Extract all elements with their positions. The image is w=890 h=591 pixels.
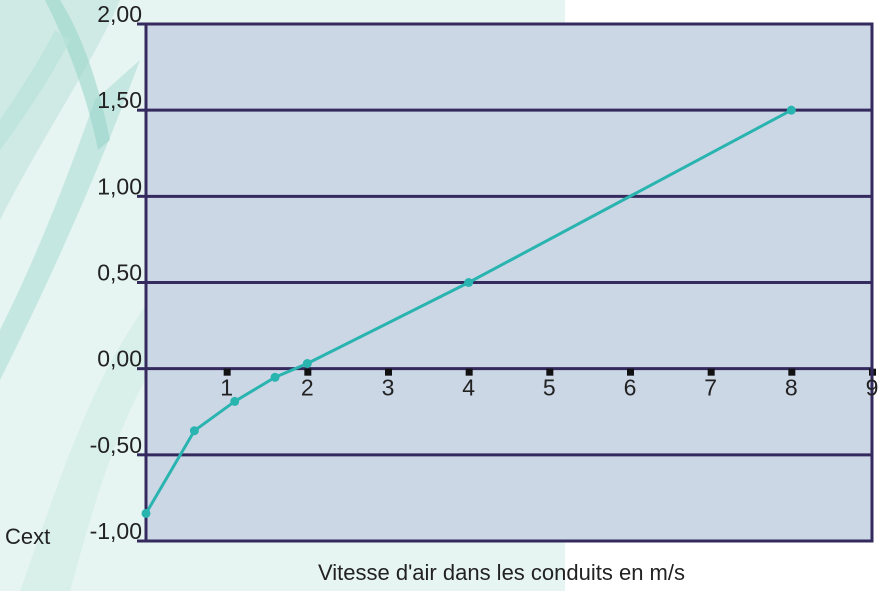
x-tick-label: 4 [462,375,475,401]
data-point [230,396,240,406]
x-tick-label: 3 [382,375,395,401]
x-tick-mark [788,368,796,376]
x-tick-label: 1 [220,375,233,401]
y-tick-label: -0,50 [90,432,142,458]
data-point [464,278,474,287]
x-tick-label: 5 [543,375,556,401]
x-tick-label: 6 [624,375,637,401]
x-tick-label: 9 [866,375,879,401]
x-tick-mark [465,368,473,376]
y-tick-label: 1,00 [97,173,142,199]
data-point [270,372,280,382]
data-point [786,105,796,115]
x-tick-mark [627,368,634,376]
y-tick-label: 2,00 [97,1,142,27]
y-tick-label: 0,50 [97,260,142,286]
series-group [141,105,796,518]
y-axis-label: Cext [5,524,50,549]
data-point [302,358,312,368]
x-tick-label: 7 [704,375,717,401]
x-tick-mark [304,368,312,376]
plot-frame [144,22,874,543]
x-tick-mark [546,368,554,376]
data-point [141,508,151,518]
tick-labels: 2,00 1,50 1,00 0,50 0,00 -0,50 -1,00 1 2 3 4 5 6 7 8 9 [90,1,879,544]
x-tick-mark [223,368,231,376]
y-tick-label: -1,00 [90,518,142,544]
x-axis-label: Vitesse d'air dans les conduits en m/s [318,560,685,585]
y-tick-label: 0,00 [97,346,142,372]
x-tick-label: 2 [301,375,314,401]
x-tick-mark [707,368,715,376]
y-tick-label: 1,50 [97,87,142,113]
x-tick-label: 8 [785,375,798,401]
data-point [189,426,199,436]
x-tick-mark [385,368,392,376]
